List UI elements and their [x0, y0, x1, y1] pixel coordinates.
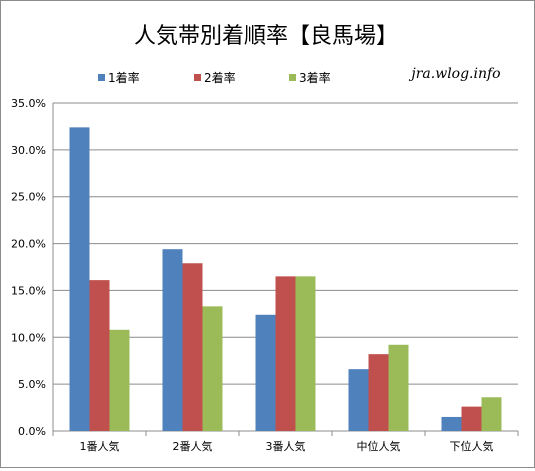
legend-swatch-1	[98, 74, 105, 81]
x-tick-label: 1番人気	[80, 439, 120, 453]
x-tick-label: 2番人気	[173, 439, 213, 453]
bar-3	[109, 329, 130, 431]
bar-series	[69, 127, 502, 431]
bar-1	[348, 369, 369, 431]
bar-1	[441, 416, 462, 431]
x-axis: 1番人気 2番人気 3番人気 中位人気 下位人気	[52, 431, 519, 453]
y-tick-label: 25.0%	[11, 191, 46, 204]
legend-label-1: 1着率	[108, 70, 140, 85]
y-tick-label: 0.0%	[18, 425, 46, 438]
x-tick-label: 中位人気	[357, 439, 401, 453]
bar-3	[481, 397, 502, 431]
y-tick-label: 15.0%	[11, 284, 46, 297]
chart-title: 人気帯別着順率【良馬場】	[134, 24, 398, 49]
bar-3	[388, 344, 409, 431]
watermark: jra.wlog.info	[408, 66, 500, 82]
bar-2	[275, 276, 296, 431]
legend-label-2: 2着率	[204, 70, 236, 85]
bar-2	[461, 406, 482, 431]
bar-2	[368, 354, 389, 431]
y-tick-label: 20.0%	[11, 238, 46, 251]
bar-3	[295, 276, 316, 431]
x-tick-label: 3番人気	[266, 439, 306, 453]
bar-2	[182, 263, 203, 431]
legend-swatch-3	[289, 74, 296, 81]
y-tick-label: 5.0%	[18, 378, 46, 391]
legend-swatch-2	[194, 74, 201, 81]
bar-2	[89, 280, 110, 431]
bar-3	[202, 306, 223, 431]
y-axis: 0.0% 5.0% 10.0% 15.0% 20.0% 25.0% 30.0% 35.0%	[11, 97, 54, 438]
legend: 1着率 2着率 3着率	[98, 70, 331, 85]
legend-label-3: 3着率	[299, 70, 331, 85]
y-tick-label: 10.0%	[11, 331, 46, 344]
x-tick-label: 下位人気	[450, 439, 494, 453]
bar-1	[162, 249, 183, 431]
y-tick-label: 35.0%	[11, 97, 46, 110]
y-tick-label: 30.0%	[11, 144, 46, 157]
bar-1	[69, 127, 90, 431]
bar-1	[255, 314, 276, 431]
